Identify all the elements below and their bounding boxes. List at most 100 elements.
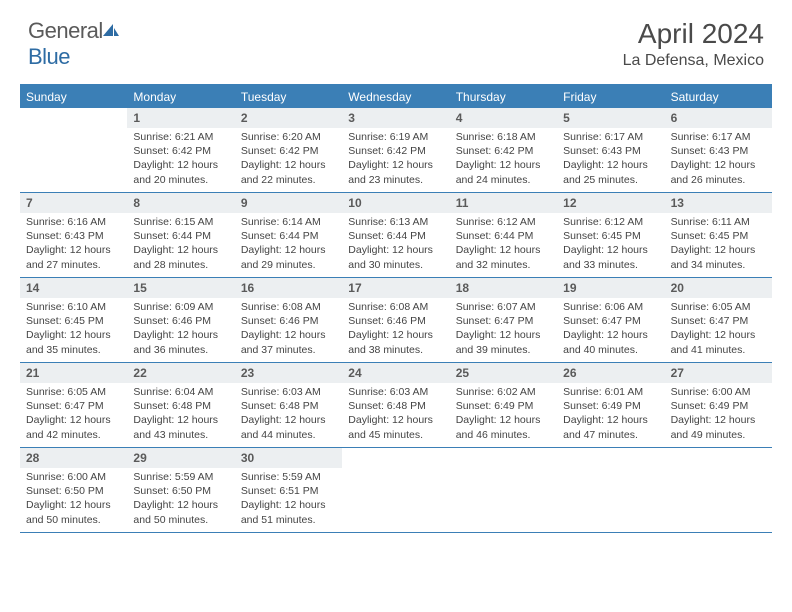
day-number: 5	[557, 108, 664, 128]
calendar-cell: 6Sunrise: 6:17 AMSunset: 6:43 PMDaylight…	[665, 108, 772, 192]
calendar-cell: 9Sunrise: 6:14 AMSunset: 6:44 PMDaylight…	[235, 193, 342, 277]
day-body: Sunrise: 6:16 AMSunset: 6:43 PMDaylight:…	[20, 213, 127, 276]
calendar-cell: 4Sunrise: 6:18 AMSunset: 6:42 PMDaylight…	[450, 108, 557, 192]
sunset-line: Sunset: 6:44 PM	[348, 229, 443, 243]
day-number: 17	[342, 278, 449, 298]
day-body: Sunrise: 6:14 AMSunset: 6:44 PMDaylight:…	[235, 213, 342, 276]
sunset-line: Sunset: 6:47 PM	[671, 314, 766, 328]
daylight-line: Daylight: 12 hours and 46 minutes.	[456, 413, 551, 441]
sunrise-line: Sunrise: 6:05 AM	[671, 300, 766, 314]
day-body: Sunrise: 6:00 AMSunset: 6:50 PMDaylight:…	[20, 468, 127, 531]
daylight-line: Daylight: 12 hours and 44 minutes.	[241, 413, 336, 441]
daylight-line: Daylight: 12 hours and 38 minutes.	[348, 328, 443, 356]
sunrise-line: Sunrise: 6:17 AM	[563, 130, 658, 144]
sunset-line: Sunset: 6:50 PM	[26, 484, 121, 498]
sunset-line: Sunset: 6:42 PM	[456, 144, 551, 158]
sunset-line: Sunset: 6:47 PM	[26, 399, 121, 413]
logo-sail-icon	[101, 18, 121, 44]
day-number: 20	[665, 278, 772, 298]
daylight-line: Daylight: 12 hours and 43 minutes.	[133, 413, 228, 441]
weekday-header: Wednesday	[342, 86, 449, 108]
sunset-line: Sunset: 6:42 PM	[133, 144, 228, 158]
day-number: 23	[235, 363, 342, 383]
daylight-line: Daylight: 12 hours and 23 minutes.	[348, 158, 443, 186]
day-number: 19	[557, 278, 664, 298]
sunset-line: Sunset: 6:46 PM	[348, 314, 443, 328]
day-body: Sunrise: 6:15 AMSunset: 6:44 PMDaylight:…	[127, 213, 234, 276]
sunrise-line: Sunrise: 6:13 AM	[348, 215, 443, 229]
day-number: 13	[665, 193, 772, 213]
day-body: Sunrise: 6:18 AMSunset: 6:42 PMDaylight:…	[450, 128, 557, 191]
sunrise-line: Sunrise: 6:16 AM	[26, 215, 121, 229]
sunrise-line: Sunrise: 6:03 AM	[348, 385, 443, 399]
calendar-cell: 11Sunrise: 6:12 AMSunset: 6:44 PMDayligh…	[450, 193, 557, 277]
day-number: 21	[20, 363, 127, 383]
day-body: Sunrise: 6:02 AMSunset: 6:49 PMDaylight:…	[450, 383, 557, 446]
day-body: Sunrise: 6:05 AMSunset: 6:47 PMDaylight:…	[20, 383, 127, 446]
day-number	[450, 448, 557, 468]
calendar-week: 14Sunrise: 6:10 AMSunset: 6:45 PMDayligh…	[20, 278, 772, 363]
daylight-line: Daylight: 12 hours and 32 minutes.	[456, 243, 551, 271]
sunset-line: Sunset: 6:51 PM	[241, 484, 336, 498]
daylight-line: Daylight: 12 hours and 28 minutes.	[133, 243, 228, 271]
calendar-cell: 18Sunrise: 6:07 AMSunset: 6:47 PMDayligh…	[450, 278, 557, 362]
daylight-line: Daylight: 12 hours and 24 minutes.	[456, 158, 551, 186]
daylight-line: Daylight: 12 hours and 25 minutes.	[563, 158, 658, 186]
daylight-line: Daylight: 12 hours and 29 minutes.	[241, 243, 336, 271]
sunset-line: Sunset: 6:49 PM	[456, 399, 551, 413]
weekday-header: Monday	[127, 86, 234, 108]
weekday-header: Saturday	[665, 86, 772, 108]
calendar-cell: 16Sunrise: 6:08 AMSunset: 6:46 PMDayligh…	[235, 278, 342, 362]
sunrise-line: Sunrise: 6:03 AM	[241, 385, 336, 399]
day-number: 12	[557, 193, 664, 213]
day-body: Sunrise: 5:59 AMSunset: 6:50 PMDaylight:…	[127, 468, 234, 531]
day-body: Sunrise: 6:08 AMSunset: 6:46 PMDaylight:…	[235, 298, 342, 361]
sunrise-line: Sunrise: 6:14 AM	[241, 215, 336, 229]
daylight-line: Daylight: 12 hours and 37 minutes.	[241, 328, 336, 356]
weekday-header: Friday	[557, 86, 664, 108]
day-number	[20, 108, 127, 128]
day-number	[342, 448, 449, 468]
sunset-line: Sunset: 6:43 PM	[26, 229, 121, 243]
daylight-line: Daylight: 12 hours and 41 minutes.	[671, 328, 766, 356]
day-body: Sunrise: 6:11 AMSunset: 6:45 PMDaylight:…	[665, 213, 772, 276]
calendar-cell: 27Sunrise: 6:00 AMSunset: 6:49 PMDayligh…	[665, 363, 772, 447]
calendar-cell: 10Sunrise: 6:13 AMSunset: 6:44 PMDayligh…	[342, 193, 449, 277]
calendar-cell: 26Sunrise: 6:01 AMSunset: 6:49 PMDayligh…	[557, 363, 664, 447]
day-body: Sunrise: 6:08 AMSunset: 6:46 PMDaylight:…	[342, 298, 449, 361]
sunset-line: Sunset: 6:44 PM	[241, 229, 336, 243]
sunrise-line: Sunrise: 6:21 AM	[133, 130, 228, 144]
day-number: 6	[665, 108, 772, 128]
day-number: 25	[450, 363, 557, 383]
sunset-line: Sunset: 6:43 PM	[671, 144, 766, 158]
sunrise-line: Sunrise: 6:05 AM	[26, 385, 121, 399]
calendar-cell	[665, 448, 772, 532]
day-number: 2	[235, 108, 342, 128]
daylight-line: Daylight: 12 hours and 49 minutes.	[671, 413, 766, 441]
day-body: Sunrise: 6:04 AMSunset: 6:48 PMDaylight:…	[127, 383, 234, 446]
calendar-cell: 24Sunrise: 6:03 AMSunset: 6:48 PMDayligh…	[342, 363, 449, 447]
sunrise-line: Sunrise: 6:08 AM	[241, 300, 336, 314]
sunrise-line: Sunrise: 6:00 AM	[671, 385, 766, 399]
daylight-line: Daylight: 12 hours and 22 minutes.	[241, 158, 336, 186]
daylight-line: Daylight: 12 hours and 30 minutes.	[348, 243, 443, 271]
sunset-line: Sunset: 6:50 PM	[133, 484, 228, 498]
day-number: 15	[127, 278, 234, 298]
daylight-line: Daylight: 12 hours and 34 minutes.	[671, 243, 766, 271]
page-header: GeneralBlue April 2024 La Defensa, Mexic…	[0, 0, 792, 78]
sunrise-line: Sunrise: 6:08 AM	[348, 300, 443, 314]
logo-text-blue: Blue	[28, 44, 70, 69]
sunrise-line: Sunrise: 6:09 AM	[133, 300, 228, 314]
calendar-cell: 14Sunrise: 6:10 AMSunset: 6:45 PMDayligh…	[20, 278, 127, 362]
sunset-line: Sunset: 6:47 PM	[456, 314, 551, 328]
day-number: 16	[235, 278, 342, 298]
day-body: Sunrise: 6:13 AMSunset: 6:44 PMDaylight:…	[342, 213, 449, 276]
sunrise-line: Sunrise: 6:07 AM	[456, 300, 551, 314]
day-body: Sunrise: 6:21 AMSunset: 6:42 PMDaylight:…	[127, 128, 234, 191]
day-body: Sunrise: 6:07 AMSunset: 6:47 PMDaylight:…	[450, 298, 557, 361]
calendar-cell: 25Sunrise: 6:02 AMSunset: 6:49 PMDayligh…	[450, 363, 557, 447]
calendar-cell: 20 Sunrise: 6:05 AMSunset: 6:47 PMDayligh…	[665, 278, 772, 362]
daylight-line: Daylight: 12 hours and 51 minutes.	[241, 498, 336, 526]
weekday-header: Tuesday	[235, 86, 342, 108]
day-number: 24	[342, 363, 449, 383]
